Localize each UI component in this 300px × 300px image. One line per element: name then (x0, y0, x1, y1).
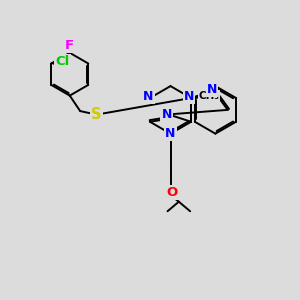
Text: N: N (165, 127, 176, 140)
Text: S: S (91, 107, 102, 122)
Text: O: O (167, 186, 178, 199)
Text: CH₃: CH₃ (199, 91, 220, 100)
Text: N: N (143, 90, 154, 103)
Text: Cl: Cl (56, 55, 70, 68)
Text: N: N (162, 108, 172, 121)
Text: N: N (184, 90, 194, 103)
Text: N: N (207, 83, 217, 96)
Text: O: O (161, 112, 172, 125)
Text: F: F (65, 39, 74, 52)
